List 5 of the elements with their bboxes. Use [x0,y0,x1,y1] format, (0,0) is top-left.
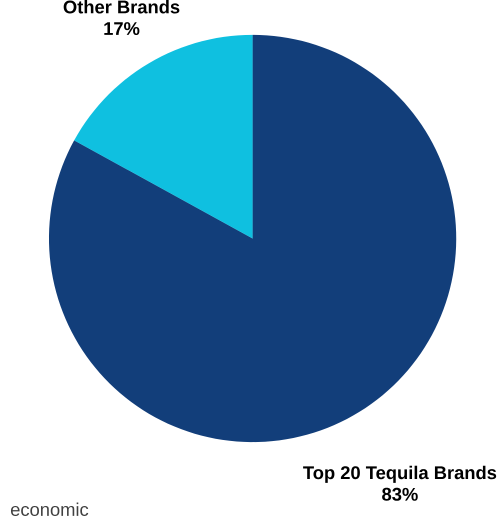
slice-label: Top 20 Tequila Brands [303,466,496,483]
slice-label: Other Brands [64,0,180,14]
text: economic [11,502,88,516]
data-label: 17% [104,22,140,36]
data-label: 83% [382,488,418,501]
